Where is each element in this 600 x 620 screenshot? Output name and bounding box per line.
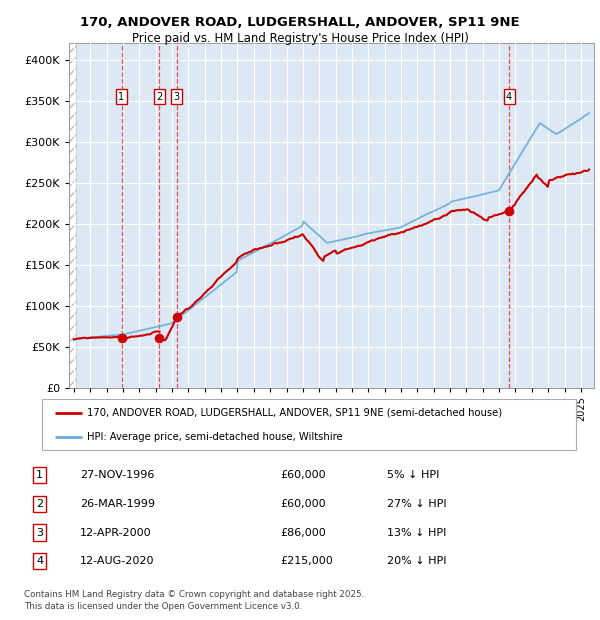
Text: 5% ↓ HPI: 5% ↓ HPI bbox=[387, 470, 439, 480]
Point bbox=[116, 334, 127, 343]
Point bbox=[155, 334, 164, 343]
Text: 3: 3 bbox=[36, 528, 43, 538]
Text: 27% ↓ HPI: 27% ↓ HPI bbox=[387, 499, 446, 509]
Text: Price paid vs. HM Land Registry's House Price Index (HPI): Price paid vs. HM Land Registry's House … bbox=[131, 32, 469, 45]
Text: 4: 4 bbox=[506, 92, 512, 102]
Text: 3: 3 bbox=[173, 92, 179, 102]
Text: 1: 1 bbox=[118, 92, 125, 102]
Text: HPI: Average price, semi-detached house, Wiltshire: HPI: Average price, semi-detached house,… bbox=[88, 432, 343, 442]
FancyBboxPatch shape bbox=[42, 399, 576, 450]
Text: 1: 1 bbox=[36, 470, 43, 480]
Text: £86,000: £86,000 bbox=[281, 528, 326, 538]
Text: 13% ↓ HPI: 13% ↓ HPI bbox=[387, 528, 446, 538]
Text: 27-NOV-1996: 27-NOV-1996 bbox=[80, 470, 154, 480]
Text: 2: 2 bbox=[157, 92, 163, 102]
Text: 12-AUG-2020: 12-AUG-2020 bbox=[80, 556, 154, 566]
Text: 170, ANDOVER ROAD, LUDGERSHALL, ANDOVER, SP11 9NE (semi-detached house): 170, ANDOVER ROAD, LUDGERSHALL, ANDOVER,… bbox=[88, 408, 503, 418]
Text: 12-APR-2000: 12-APR-2000 bbox=[80, 528, 151, 538]
Point bbox=[172, 312, 181, 322]
Text: 2: 2 bbox=[36, 499, 43, 509]
Text: £215,000: £215,000 bbox=[281, 556, 334, 566]
Text: 4: 4 bbox=[36, 556, 43, 566]
Text: 170, ANDOVER ROAD, LUDGERSHALL, ANDOVER, SP11 9NE: 170, ANDOVER ROAD, LUDGERSHALL, ANDOVER,… bbox=[80, 16, 520, 29]
Text: £60,000: £60,000 bbox=[281, 499, 326, 509]
Text: 26-MAR-1999: 26-MAR-1999 bbox=[80, 499, 155, 509]
Text: 20% ↓ HPI: 20% ↓ HPI bbox=[387, 556, 446, 566]
Point bbox=[505, 206, 514, 216]
Text: Contains HM Land Registry data © Crown copyright and database right 2025.
This d: Contains HM Land Registry data © Crown c… bbox=[24, 590, 364, 611]
Text: £60,000: £60,000 bbox=[281, 470, 326, 480]
